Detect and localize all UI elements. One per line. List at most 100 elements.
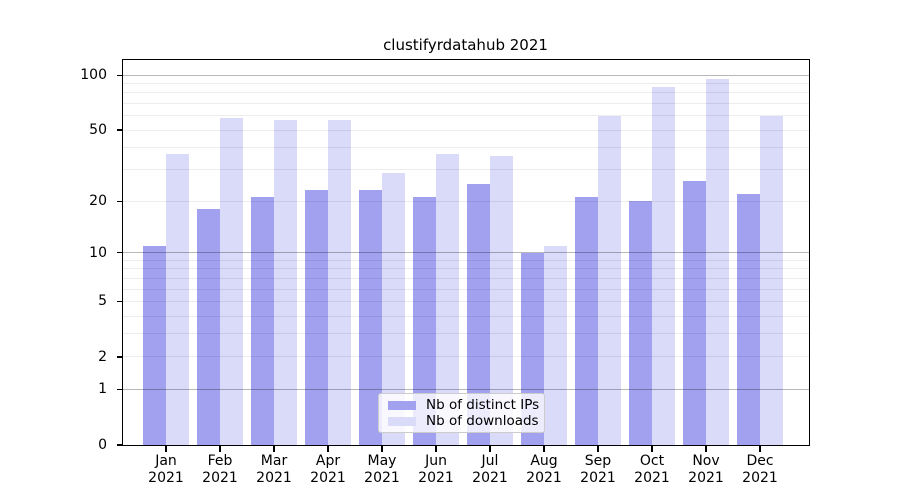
bar-distinct-ips-jul [467,183,490,445]
y-tick-label: 2 [98,348,107,365]
minor-gridline [122,129,809,131]
x-tick-label-jun: Jun 2021 [406,453,466,487]
x-tick-mark [273,446,275,452]
x-tick-month: Feb [207,453,233,469]
x-tick-mark [759,446,761,452]
x-tick-year: 2021 [526,470,562,486]
x-tick-year: 2021 [256,470,292,486]
y-tick-label: 5 [98,293,107,310]
bar-downloads-dec [760,115,783,445]
x-tick-month: Jul [481,453,499,469]
x-tick-month: Apr [315,453,341,469]
x-tick-month: Dec [746,453,774,469]
minor-gridline [122,103,809,105]
x-tick-year: 2021 [202,470,238,486]
chart-title: clustifyrdatahub 2021 [383,36,548,54]
minor-gridline [122,169,809,171]
y-tick-mark [116,129,123,131]
minor-gridline [122,147,809,148]
x-tick-year: 2021 [580,470,616,486]
bar-downloads-mar [274,119,297,445]
x-tick-mark [489,446,491,452]
x-tick-month: Jan [155,453,177,469]
minor-gridline [122,92,809,94]
minor-gridline [122,200,809,202]
x-tick-year: 2021 [688,470,724,486]
y-tick-label: 20 [89,193,107,210]
x-tick-month: Sep [584,453,612,469]
bar-distinct-ips-nov [683,180,706,445]
minor-gridline [122,315,809,317]
legend-label: Nb of distinct IPs [426,397,540,413]
y-tick-mark [116,356,123,358]
bar-downloads-nov [706,78,729,445]
x-tick-year: 2021 [742,470,778,486]
x-tick-month: May [367,453,397,469]
x-tick-year: 2021 [310,470,346,486]
y-tick-mark [116,74,123,76]
minor-gridline [122,333,809,335]
minor-gridline [122,115,809,117]
y-tick-label: 1 [98,381,107,398]
y-tick-label: 10 [89,244,107,261]
x-tick-label-oct: Oct 2021 [622,453,682,487]
minor-gridline [122,288,809,290]
bar-distinct-ips-apr [305,190,328,445]
x-tick-month: Jun [425,453,447,469]
major-gridline [122,74,809,76]
y-tick-mark [116,200,123,202]
x-tick-month: Aug [530,453,558,469]
x-tick-year: 2021 [418,470,454,486]
bar-distinct-ips-sep [575,197,598,445]
bar-downloads-jan [166,153,189,445]
x-tick-mark [381,446,383,452]
legend-swatch-icon [388,416,416,426]
bar-downloads-jul [490,155,513,445]
bar-downloads-sep [598,115,621,445]
minor-gridline [122,268,809,270]
x-tick-mark [651,446,653,452]
x-tick-label-may: May 2021 [352,453,412,487]
y-tick-mark [116,444,123,446]
x-tick-label-apr: Apr 2021 [298,453,358,487]
x-tick-label-dec: Dec 2021 [730,453,790,487]
minor-gridline [122,277,809,279]
x-tick-label-nov: Nov 2021 [676,453,736,487]
minor-gridline [122,260,809,262]
bar-downloads-apr [328,119,351,445]
major-gridline [122,252,809,254]
y-tick-mark [116,300,123,303]
x-tick-label-aug: Aug 2021 [514,453,574,487]
x-tick-label-jan: Jan 2021 [136,453,196,487]
bar-distinct-ips-jan [143,245,166,445]
x-tick-mark [597,446,599,452]
x-tick-year: 2021 [472,470,508,486]
legend-row: Nb of distinct IPs [388,397,540,413]
y-tick-label: 50 [89,122,107,139]
x-tick-label-sep: Sep 2021 [568,453,628,487]
x-tick-month: Mar [260,453,288,469]
x-tick-mark [327,446,329,452]
legend-swatch-icon [388,400,416,410]
bar-downloads-aug [544,245,567,445]
legend-row: Nb of downloads [388,413,539,429]
bar-distinct-ips-feb [197,209,220,445]
x-tick-year: 2021 [148,470,184,486]
y-tick-label: 0 [98,437,107,453]
bar-distinct-ips-jun [413,197,436,445]
bar-downloads-oct [652,87,675,445]
x-tick-label-mar: Mar 2021 [244,453,304,487]
x-tick-month: Nov [692,453,720,469]
y-tick-mark [116,252,123,254]
x-tick-label-feb: Feb 2021 [190,453,250,487]
bar-distinct-ips-dec [737,193,760,445]
legend-label: Nb of downloads [426,413,539,429]
minor-gridline [122,300,809,302]
x-tick-month: Oct [639,453,665,469]
bar-downloads-may [382,172,405,445]
bar-distinct-ips-mar [251,197,274,445]
y-tick-label: 100 [80,67,107,84]
x-tick-year: 2021 [634,470,670,486]
x-tick-mark [165,446,167,452]
